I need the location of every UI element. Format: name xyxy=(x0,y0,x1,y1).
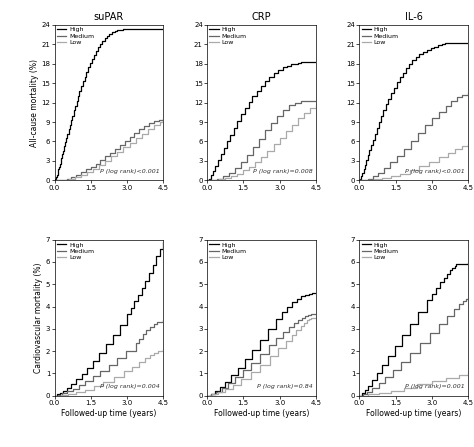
Legend: High, Medium, Low: High, Medium, Low xyxy=(361,26,400,46)
Title: CRP: CRP xyxy=(252,13,271,22)
Title: suPAR: suPAR xyxy=(94,13,124,22)
Text: P (log rank)=0.004: P (log rank)=0.004 xyxy=(100,384,160,389)
Legend: High, Medium, Low: High, Medium, Low xyxy=(56,26,95,46)
Legend: High, Medium, Low: High, Medium, Low xyxy=(209,241,247,261)
Legend: High, Medium, Low: High, Medium, Low xyxy=(56,241,95,261)
Text: P (log rank)=0.001: P (log rank)=0.001 xyxy=(405,384,465,389)
Text: P (log rank)=0.008: P (log rank)=0.008 xyxy=(253,169,312,174)
Y-axis label: All-cause mortality (%): All-cause mortality (%) xyxy=(29,59,38,147)
Text: P (log rank)<0.001: P (log rank)<0.001 xyxy=(100,169,160,174)
Legend: High, Medium, Low: High, Medium, Low xyxy=(361,241,400,261)
Text: P (log rank)<0.001: P (log rank)<0.001 xyxy=(405,169,465,174)
Title: IL-6: IL-6 xyxy=(405,13,423,22)
X-axis label: Followed-up time (years): Followed-up time (years) xyxy=(214,409,309,417)
Y-axis label: Cardiovascular mortality (%): Cardiovascular mortality (%) xyxy=(34,262,43,373)
X-axis label: Followed-up time (years): Followed-up time (years) xyxy=(61,409,156,417)
Legend: High, Medium, Low: High, Medium, Low xyxy=(209,26,247,46)
Text: P (log rank)=0.84: P (log rank)=0.84 xyxy=(257,384,312,389)
X-axis label: Followed-up time (years): Followed-up time (years) xyxy=(366,409,462,417)
